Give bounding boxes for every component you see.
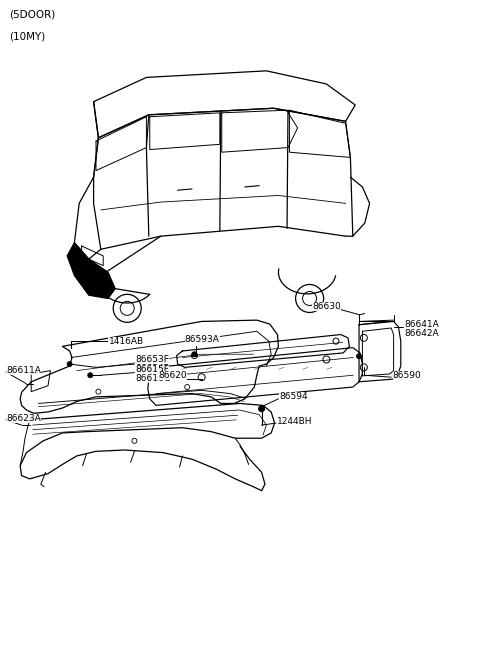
Text: 86590: 86590 bbox=[393, 371, 421, 380]
Text: 86611A: 86611A bbox=[6, 366, 41, 375]
Text: (5DOOR): (5DOOR) bbox=[10, 10, 56, 20]
Text: 86630: 86630 bbox=[312, 302, 341, 311]
Text: (10MY): (10MY) bbox=[10, 31, 46, 41]
Text: 86594: 86594 bbox=[279, 392, 308, 401]
Polygon shape bbox=[67, 243, 115, 298]
Circle shape bbox=[192, 352, 197, 357]
Text: 1244BH: 1244BH bbox=[277, 417, 313, 426]
Circle shape bbox=[357, 354, 361, 359]
Text: 86641A: 86641A bbox=[404, 320, 439, 329]
Text: 86623A: 86623A bbox=[6, 414, 41, 423]
Circle shape bbox=[259, 405, 264, 412]
Text: 86620: 86620 bbox=[158, 371, 187, 380]
Text: 1416AB: 1416AB bbox=[108, 337, 144, 346]
Text: 86593A: 86593A bbox=[185, 335, 220, 344]
Circle shape bbox=[67, 361, 72, 367]
Text: 86654F: 86654F bbox=[135, 364, 169, 373]
Circle shape bbox=[88, 373, 93, 378]
Text: 86642A: 86642A bbox=[404, 329, 439, 338]
Text: 86616G: 86616G bbox=[135, 374, 171, 383]
Text: 86615F: 86615F bbox=[135, 365, 169, 374]
Text: 86653F: 86653F bbox=[135, 355, 169, 364]
